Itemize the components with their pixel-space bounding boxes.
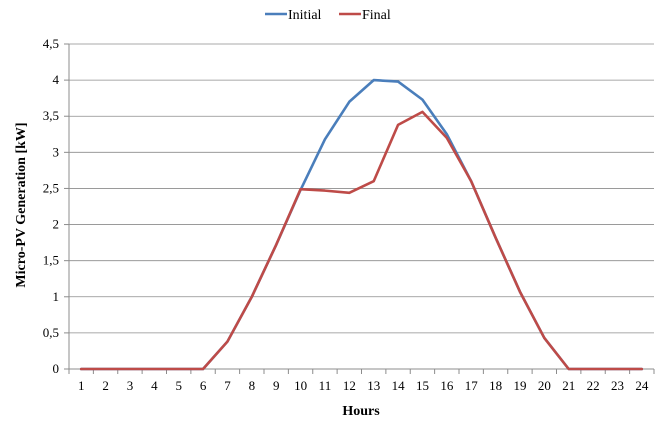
x-tick-label: 23 xyxy=(611,378,624,393)
x-tick-label: 9 xyxy=(273,378,280,393)
y-tick-label: 0 xyxy=(53,361,60,376)
x-tick-label: 4 xyxy=(151,378,158,393)
y-tick-label: 1,5 xyxy=(43,253,59,268)
x-axis-ticks: 1 2 3 4 5 6 7 8 9 10 11 12 13 14 15 16 17 18 19 20 21 22 23 24 xyxy=(68,369,655,393)
x-tick-label: 14 xyxy=(392,378,406,393)
legend: Initial Final xyxy=(265,8,391,23)
gridlines xyxy=(69,43,654,334)
x-tick-label: 17 xyxy=(465,378,479,393)
x-tick-label: 2 xyxy=(102,378,109,393)
x-tick-label: 21 xyxy=(562,378,575,393)
y-tick-label: 4,5 xyxy=(43,36,59,51)
y-tick-label: 1 xyxy=(53,289,60,304)
x-tick-label: 12 xyxy=(343,378,356,393)
x-tick-label: 22 xyxy=(587,378,600,393)
y-tick-label: 2,5 xyxy=(43,180,59,195)
legend-label-final: Final xyxy=(362,8,391,23)
x-tick-label: 13 xyxy=(367,378,380,393)
x-tick-label: 15 xyxy=(416,378,429,393)
series-line-final xyxy=(79,110,644,371)
x-axis-title: Hours xyxy=(342,404,380,419)
y-tick-label: 2 xyxy=(53,217,60,232)
y-tick-label: 0,5 xyxy=(43,325,59,340)
y-axis-ticks: 0 0,5 1 1,5 2 2,5 3 3,5 4 4,5 xyxy=(43,36,69,376)
x-tick-label: 18 xyxy=(489,378,502,393)
x-tick-label: 19 xyxy=(513,378,526,393)
x-tick-label: 5 xyxy=(175,378,182,393)
y-axis-title: Micro-PV Generation [kW] xyxy=(14,122,29,287)
x-tick-label: 20 xyxy=(538,378,551,393)
x-tick-label: 8 xyxy=(249,378,256,393)
legend-label-initial: Initial xyxy=(288,8,322,23)
x-tick-label: 3 xyxy=(127,378,134,393)
y-tick-label: 3 xyxy=(53,144,60,159)
x-tick-label: 24 xyxy=(635,378,649,393)
x-tick-label: 11 xyxy=(319,378,332,393)
series-lines xyxy=(79,78,644,371)
x-tick-label: 10 xyxy=(294,378,307,393)
x-tick-label: 1 xyxy=(78,378,85,393)
x-tick-label: 6 xyxy=(200,378,207,393)
x-tick-label: 16 xyxy=(440,378,454,393)
axes xyxy=(68,44,654,370)
y-tick-label: 4 xyxy=(53,72,60,87)
y-tick-label: 3,5 xyxy=(43,108,59,123)
x-tick-label: 7 xyxy=(224,378,231,393)
